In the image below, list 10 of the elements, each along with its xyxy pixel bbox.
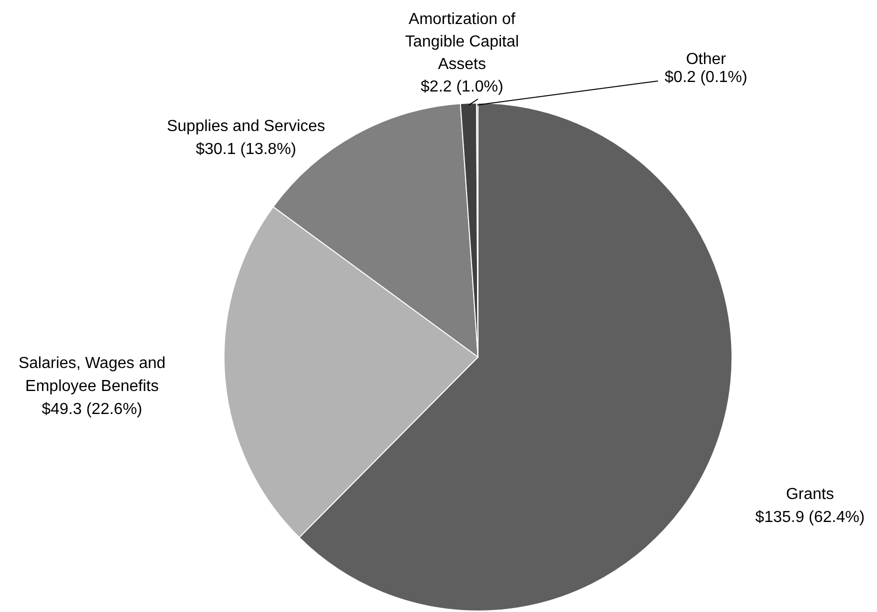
data-label: $135.9 (62.4%) [755,509,865,526]
data-label: $30.1 (13.8%) [196,141,296,158]
data-label: $49.3 (22.6%) [42,401,142,418]
data-label: $0.2 (0.1%) [664,69,748,86]
slice-label: Supplies and Services [166,118,326,135]
slice-label: Amortization of Tangible Capital Assets [405,11,519,73]
slice-label: Salaries, Wages and Employee Benefits [18,355,166,395]
slice-label: Other [686,51,727,68]
slice-label: Grants [786,486,834,503]
data-label: $2.2 (1.0%) [420,78,504,96]
